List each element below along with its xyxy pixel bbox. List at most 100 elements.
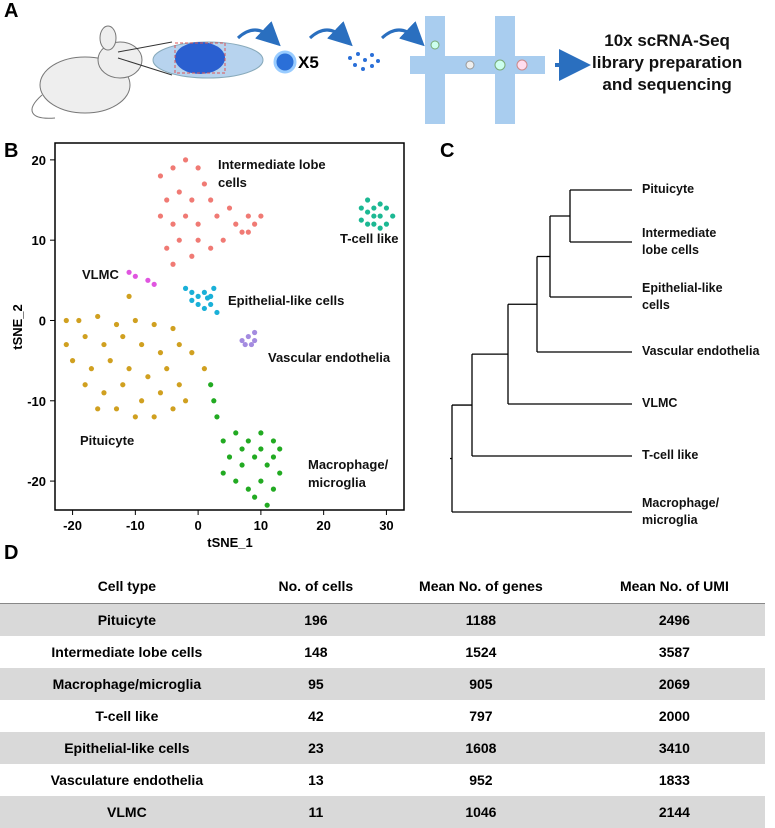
point [364, 209, 371, 215]
point [107, 358, 113, 364]
point [101, 390, 107, 396]
point [239, 229, 245, 235]
y-tick-label: 20 [32, 153, 46, 168]
point [252, 494, 258, 500]
pituitary-illustration [152, 41, 264, 79]
point [176, 237, 182, 243]
table-cell: 3410 [583, 732, 765, 764]
table-row: Epithelial-like cells 23 1608 3410 [0, 732, 765, 764]
data-table: Cell type No. of cells Mean No. of genes Me… [0, 568, 765, 828]
point [132, 273, 138, 279]
table-cell: 11 [253, 796, 378, 828]
cluster-label: Epithelial-like cells [228, 293, 345, 308]
point [239, 337, 245, 344]
table-cell: 13 [308, 772, 324, 788]
point [358, 217, 364, 223]
multiplier: X5 [298, 53, 319, 72]
point [233, 430, 239, 436]
cluster-label: Intermediate lobe cells [218, 157, 326, 190]
point [364, 221, 371, 227]
table-cell: 196 [253, 603, 378, 636]
point [157, 173, 164, 179]
cluster-label: Macrophage/ microglia [308, 457, 389, 490]
table-cell: 1188 [378, 603, 584, 636]
table-row: Pituicyte 196 1188 2496 [0, 603, 765, 636]
cluster-label: T-cell like [340, 231, 399, 246]
point [76, 317, 82, 324]
arrow [380, 21, 425, 47]
point [214, 213, 220, 219]
point [157, 213, 164, 219]
cluster-label: VLMC [82, 267, 119, 282]
point [258, 446, 264, 452]
plot-frame [54, 142, 405, 511]
point [189, 289, 195, 295]
point [182, 213, 189, 219]
arrow [236, 21, 281, 47]
table-row: Vasculature endothelia 13 952 1833 [0, 764, 765, 796]
point [204, 295, 211, 301]
point [358, 205, 364, 211]
point [182, 398, 189, 404]
point [252, 337, 258, 344]
point [195, 301, 201, 308]
leaf-label: VLMC [642, 396, 678, 410]
table-cell: T-cell like [95, 708, 159, 724]
leaf-label: Macrophage/ microglia [642, 496, 720, 527]
point [371, 221, 377, 227]
table-row: Intermediate lobe cells 148 1524 3587 [0, 636, 765, 668]
point [371, 205, 377, 211]
workflow-output: 10x scRNA-Seq library preparation and se… [592, 31, 743, 95]
point [82, 333, 88, 340]
leaf-label: Intermediate lobe cells [642, 226, 717, 257]
table-cell: 797 [469, 708, 493, 724]
point [139, 398, 145, 404]
point [126, 269, 132, 275]
point [214, 309, 220, 316]
point [113, 321, 120, 328]
table-cell: 2144 [583, 796, 765, 828]
x-tick-label: 0 [194, 518, 201, 533]
point [151, 281, 157, 287]
point [170, 261, 176, 267]
table-cell: 1833 [658, 772, 690, 788]
point [170, 165, 176, 171]
point [252, 329, 258, 336]
panel-label: B [4, 140, 19, 162]
point [145, 374, 151, 380]
table-cell: Macrophage/microglia [0, 668, 254, 700]
point [195, 221, 201, 227]
point [132, 414, 138, 420]
point [132, 317, 138, 324]
point [82, 382, 88, 388]
leaf-label: T-cell like [642, 448, 699, 462]
point [201, 289, 207, 295]
table-cell: 95 [253, 668, 378, 700]
y-axis-label: tSNE_2 [10, 304, 25, 350]
point [258, 430, 264, 436]
point [126, 293, 132, 299]
point [220, 237, 226, 243]
point [264, 462, 270, 468]
point [248, 341, 255, 348]
dendrogram [450, 189, 632, 513]
leaf-label: Pituicyte [642, 182, 695, 196]
x-tick-label: 30 [379, 518, 393, 533]
point [214, 414, 220, 420]
x-tick-label: -20 [63, 518, 82, 533]
table-row: VLMC 11 1046 2144 [0, 796, 765, 828]
point [377, 225, 383, 231]
panel-label: D [4, 542, 19, 564]
point [139, 341, 145, 348]
point [164, 197, 170, 203]
table-cell: 905 [378, 668, 584, 700]
table-cell: 2000 [658, 708, 690, 724]
point [164, 366, 170, 372]
point [182, 157, 189, 163]
point [189, 349, 195, 356]
point [164, 245, 170, 251]
y-tick-label: 0 [39, 313, 46, 328]
x-axis-label: tSNE_1 [207, 535, 253, 550]
